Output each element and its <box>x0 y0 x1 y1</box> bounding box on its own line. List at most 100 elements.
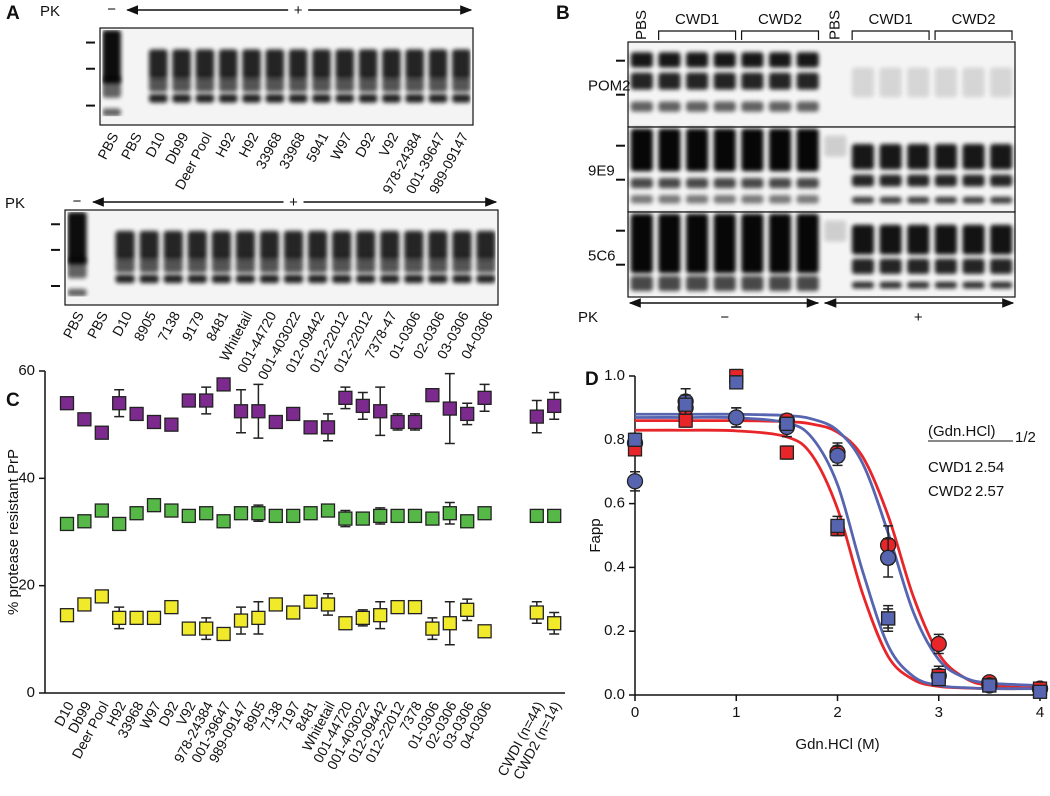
blot-band <box>962 258 985 275</box>
blot-band <box>741 101 764 112</box>
pk-plus: + <box>294 2 303 19</box>
lane-label: 7138 <box>154 308 183 343</box>
point <box>164 503 179 518</box>
point <box>477 624 492 639</box>
blot-band <box>476 231 495 260</box>
blot-band <box>312 49 331 78</box>
blot-band <box>962 196 985 204</box>
blot-band <box>630 275 653 292</box>
blot-band <box>658 275 681 292</box>
blot-band <box>713 101 736 112</box>
blot-band <box>962 67 985 98</box>
point <box>442 401 457 416</box>
point <box>320 420 336 435</box>
pk-label: PK <box>40 3 60 20</box>
y-axis-label: Fapp <box>587 518 604 552</box>
blot-band <box>335 94 354 103</box>
blot-band <box>658 72 681 90</box>
blot-band <box>242 94 261 103</box>
point <box>181 621 196 636</box>
blot-band <box>289 94 308 103</box>
blot-band <box>380 231 399 260</box>
pk-label: PK <box>578 309 598 326</box>
blot-band <box>359 94 378 103</box>
point <box>94 503 109 518</box>
blot-band <box>356 258 375 273</box>
blot-band <box>452 275 471 284</box>
blot-band <box>851 224 875 255</box>
blot-band <box>164 275 183 284</box>
point <box>477 390 492 405</box>
blot-band <box>102 109 121 117</box>
annotation-cell: 2.57 <box>975 483 1004 500</box>
blot-band <box>796 128 819 172</box>
blot-band <box>382 77 401 93</box>
blot-band <box>934 144 957 170</box>
blot-band <box>164 231 183 260</box>
blot-band <box>934 174 957 187</box>
blot-band <box>219 94 238 103</box>
lane-label: PBS <box>60 309 87 341</box>
point <box>373 508 388 524</box>
blot-band <box>212 275 231 284</box>
blot-band <box>429 94 448 103</box>
blot-band <box>188 231 207 260</box>
blot-band <box>796 101 819 112</box>
lane-label: PBS <box>94 130 121 162</box>
x-tick-label: 1 <box>732 704 740 721</box>
blot-band <box>260 231 279 260</box>
blot-band <box>630 195 653 204</box>
blot-band <box>332 275 351 284</box>
blot-band <box>476 275 495 284</box>
blot-band <box>990 144 1013 170</box>
point <box>146 610 162 626</box>
point <box>129 406 144 422</box>
bracket <box>934 30 1013 40</box>
blot-band <box>934 196 957 204</box>
point <box>425 621 440 636</box>
lane-label: PBS <box>84 309 111 341</box>
x-axis-label: Gdn.HCl (M) <box>795 736 879 753</box>
blot-band <box>359 77 378 93</box>
blot-band <box>796 213 819 274</box>
blot-band <box>452 94 471 103</box>
point <box>164 417 179 432</box>
y-tick-label: 40 <box>18 469 35 486</box>
blot-band <box>630 213 653 274</box>
blot <box>627 41 1016 128</box>
blot-band <box>630 128 653 172</box>
column-label: CWD2 <box>951 11 995 28</box>
y-tick-label: 0.2 <box>604 622 625 639</box>
point <box>338 390 353 405</box>
blot-band <box>404 275 423 284</box>
point <box>982 678 997 693</box>
blot-band <box>741 195 764 204</box>
point <box>830 518 845 534</box>
blot-band <box>102 30 121 83</box>
point <box>77 597 92 612</box>
point <box>129 506 144 521</box>
point <box>320 597 336 612</box>
y-tick-label: 0.4 <box>604 558 625 575</box>
point <box>442 506 457 521</box>
blot-band <box>741 52 764 68</box>
blot-band <box>102 77 121 98</box>
blot-band <box>907 174 930 187</box>
bracket <box>658 30 737 40</box>
pk-minus: − <box>73 193 82 210</box>
bracket <box>740 30 820 40</box>
point <box>1032 684 1048 699</box>
annotation-cell: 2.54 <box>975 459 1004 476</box>
point <box>373 608 388 623</box>
point <box>779 416 795 432</box>
blot-band <box>380 258 399 273</box>
blot-band <box>308 231 327 260</box>
point <box>547 508 562 524</box>
blot-band <box>879 281 902 289</box>
blot-band <box>879 67 902 98</box>
blot-band <box>686 52 709 68</box>
annotation-sub: 1/2 <box>1015 429 1036 446</box>
point <box>77 514 92 529</box>
blot-band <box>907 144 930 170</box>
